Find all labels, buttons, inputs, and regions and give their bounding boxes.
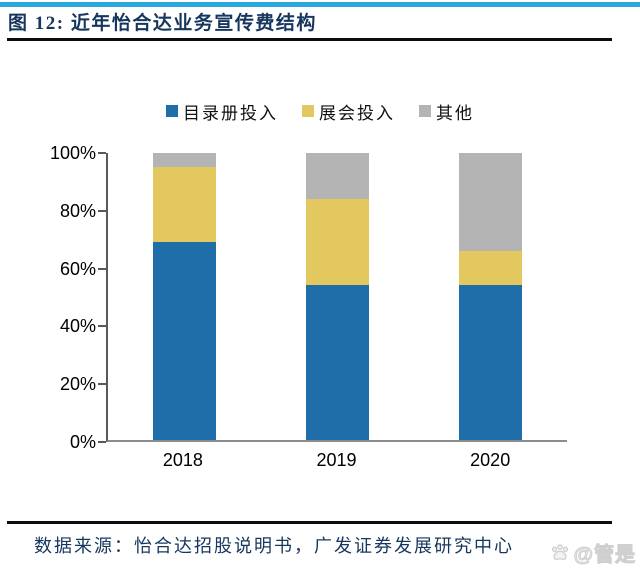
legend-swatch-icon xyxy=(166,105,178,117)
y-axis-tick-label: 40% xyxy=(59,316,96,337)
bar-segment xyxy=(459,285,522,440)
y-axis-tick xyxy=(98,383,106,386)
title-divider xyxy=(7,38,612,41)
bar-segment xyxy=(153,153,216,168)
legend-swatch-icon xyxy=(302,105,314,117)
paw-icon xyxy=(552,543,569,560)
bar-segment xyxy=(306,153,369,199)
bar-segment xyxy=(459,250,522,286)
y-axis-tick xyxy=(98,441,106,443)
watermark-text: @管是 xyxy=(573,544,636,567)
y-axis-tick xyxy=(98,152,106,154)
y-axis-tick-label: 0% xyxy=(69,432,96,452)
bar-segment xyxy=(306,198,369,286)
bar-segment xyxy=(153,167,216,242)
y-axis-tick-label: 60% xyxy=(59,258,96,279)
x-axis-tick-label: 2019 xyxy=(316,450,357,470)
y-axis-tick xyxy=(98,325,106,328)
source-note: 数据来源：怡合达招股说明书，广发证券发展研究中心 xyxy=(34,536,514,556)
chart-legend: 目录册投入 展会投入 其他 xyxy=(0,99,640,123)
bar-segment xyxy=(153,241,216,440)
x-axis-labels: 2018 2019 2020 xyxy=(106,450,567,471)
stacked-bar-2019 xyxy=(306,153,369,440)
figure-title: 图 12: 近年怡合达业务宣传费结构 xyxy=(8,13,317,34)
y-axis-tick-label: 100% xyxy=(49,143,96,163)
y-axis-tick xyxy=(98,209,106,212)
legend-item: 其他 xyxy=(419,99,474,124)
legend-item: 展会投入 xyxy=(302,99,395,124)
x-axis-tick-label: 2018 xyxy=(162,450,203,470)
footer-divider xyxy=(7,521,612,524)
stacked-bar-2020 xyxy=(459,153,522,440)
plot-area xyxy=(106,153,567,442)
bar-slot xyxy=(261,153,414,440)
legend-label: 展会投入 xyxy=(319,103,395,123)
bar-slot xyxy=(414,153,567,440)
stacked-bar-2018 xyxy=(153,153,216,440)
legend-label: 其他 xyxy=(436,103,474,123)
y-axis-tick-label: 80% xyxy=(59,200,96,221)
bar-segment xyxy=(459,153,522,251)
top-accent-rule xyxy=(0,2,640,7)
watermark: @管是 xyxy=(549,538,636,567)
x-axis-tick-label: 2020 xyxy=(470,450,511,470)
legend-swatch-icon xyxy=(419,105,431,117)
legend-label: 目录册投入 xyxy=(183,103,278,123)
legend-item: 目录册投入 xyxy=(166,99,278,124)
y-axis-tick-label: 20% xyxy=(59,374,96,395)
y-axis-tick xyxy=(98,267,106,270)
bar-segment xyxy=(306,285,369,440)
bar-slot xyxy=(108,153,261,440)
